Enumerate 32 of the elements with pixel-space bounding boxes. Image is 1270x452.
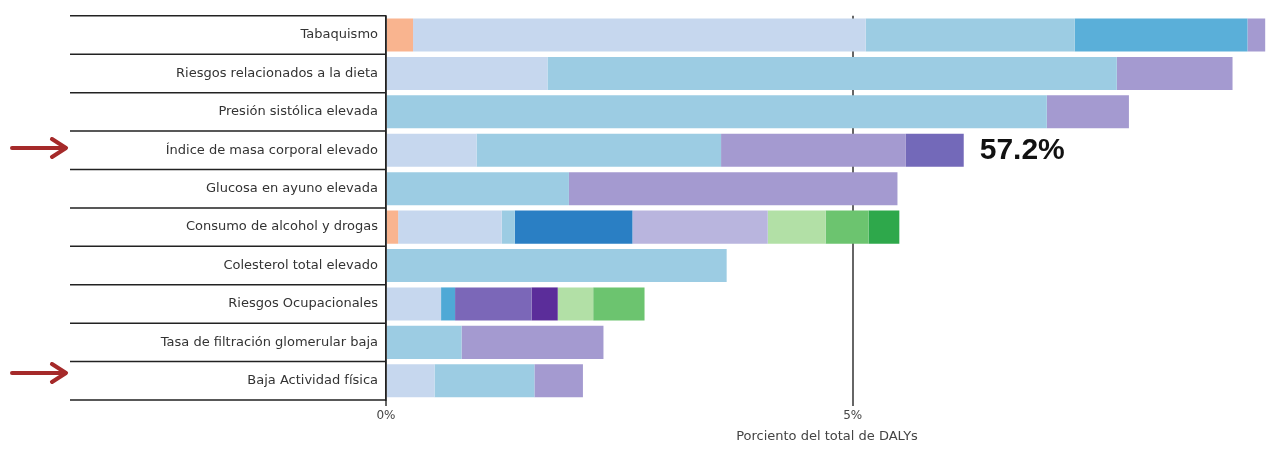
bar (721, 133, 906, 167)
bar (455, 287, 532, 321)
y-tick-label: Tasa de filtración glomerular baja (159, 333, 378, 349)
x-tick-label: 5% (843, 408, 863, 423)
x-axis-title: Porciento del total de DALYs (736, 427, 919, 443)
bar (868, 210, 900, 244)
bar (514, 210, 633, 244)
y-tick-label: Consumo de alcohol y drogas (185, 218, 379, 234)
y-tick-label: Índice de masa corporal elevado (165, 141, 379, 157)
bar (387, 287, 442, 321)
x-tick-label: 0% (376, 408, 396, 423)
bar (1074, 18, 1248, 52)
bar (387, 210, 399, 244)
bar (632, 210, 768, 244)
bar (387, 56, 548, 90)
bar (387, 18, 414, 52)
bar (905, 133, 964, 167)
y-tick-label: Riesgos relacionados a la dieta (176, 64, 378, 80)
bar (825, 210, 869, 244)
bar (531, 287, 558, 321)
y-tick-label: Presión sistólica elevada (218, 103, 378, 119)
bar (441, 287, 456, 321)
bar (387, 133, 477, 167)
y-tick-label: Riesgos Ocupacionales (228, 295, 379, 311)
annotation: 57.2% (979, 131, 1065, 165)
bar (387, 364, 435, 398)
y-tick-label: Colesterol total elevado (223, 256, 379, 272)
y-tick-label: Tabaquismo (299, 26, 379, 42)
y-tick-label: Baja Actividad física (247, 372, 378, 388)
y-tick-label: Glucosa en ayuno elevada (206, 180, 378, 196)
bar (1116, 56, 1233, 90)
bar (534, 364, 583, 398)
